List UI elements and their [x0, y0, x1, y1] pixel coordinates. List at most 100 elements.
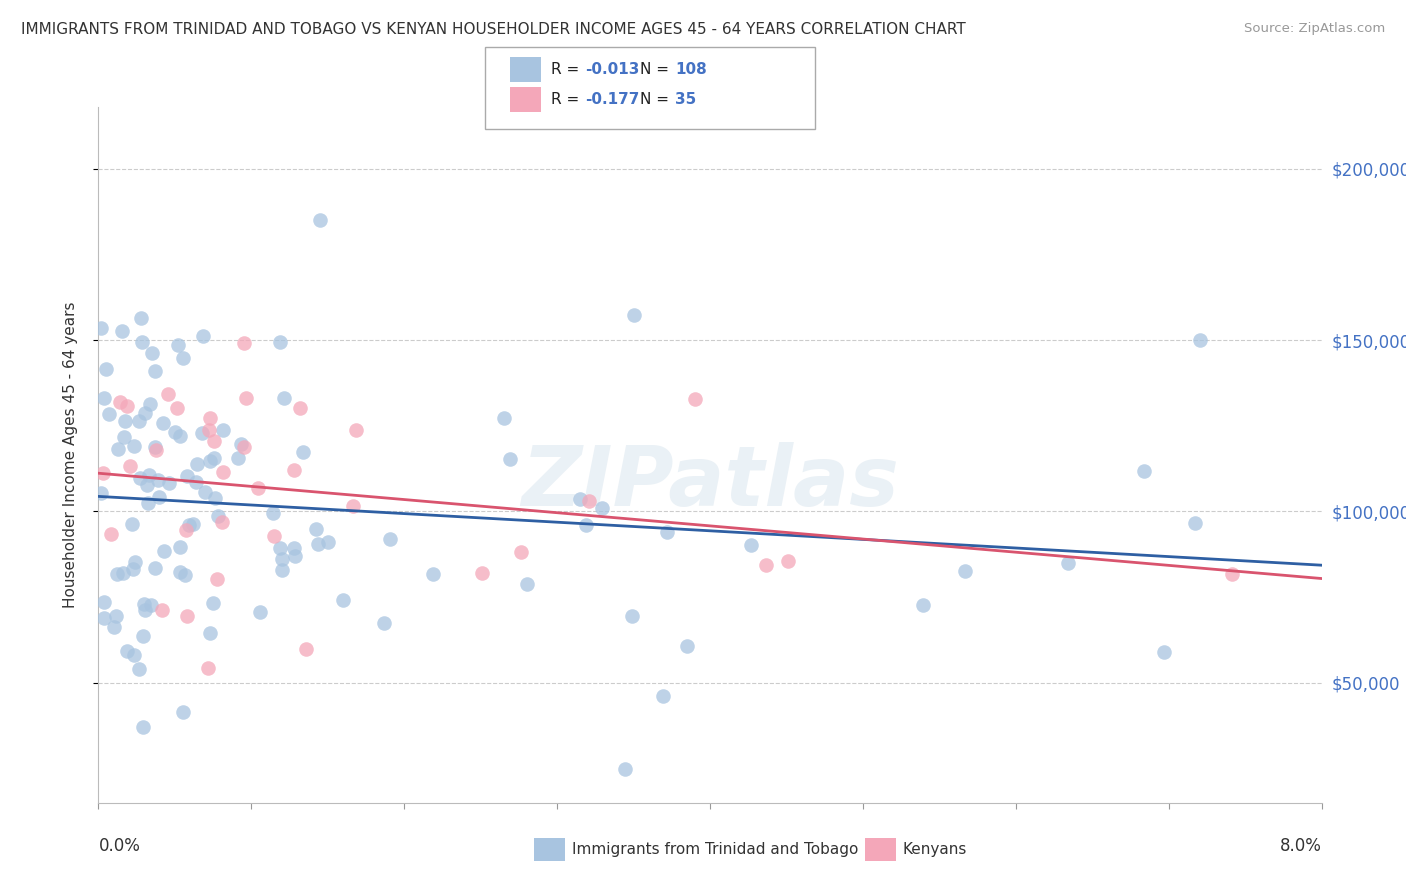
- Point: [172, 351, 194, 365]
- Point: [156, 387, 179, 401]
- Point: [145, 442, 167, 457]
- Point: [138, 467, 160, 482]
- Point: [247, 481, 270, 495]
- Point: [380, 532, 402, 546]
- Point: [212, 423, 235, 437]
- Point: [342, 499, 364, 513]
- Point: [150, 602, 173, 616]
- Point: [110, 394, 132, 409]
- Point: [131, 629, 153, 643]
- Text: N =: N =: [640, 62, 673, 77]
- Point: [1184, 516, 1206, 530]
- Point: [118, 459, 141, 474]
- Point: [655, 524, 678, 539]
- Point: [269, 541, 291, 555]
- Point: [651, 689, 673, 703]
- Point: [233, 440, 256, 454]
- Point: [94, 362, 117, 376]
- Point: [1188, 333, 1211, 347]
- Point: [305, 522, 328, 536]
- Point: [169, 540, 191, 554]
- Point: [1222, 566, 1244, 581]
- Point: [122, 648, 145, 662]
- Point: [131, 334, 153, 349]
- Point: [575, 518, 598, 533]
- Point: [207, 509, 229, 524]
- Point: [128, 662, 150, 676]
- Point: [186, 458, 208, 472]
- Point: [141, 346, 163, 360]
- Point: [1153, 645, 1175, 659]
- Text: Source: ZipAtlas.com: Source: ZipAtlas.com: [1244, 22, 1385, 36]
- Point: [124, 555, 146, 569]
- Point: [776, 554, 799, 568]
- Point: [675, 639, 697, 653]
- Point: [422, 567, 444, 582]
- Point: [683, 392, 706, 407]
- Point: [198, 626, 221, 640]
- Text: R =: R =: [551, 92, 585, 107]
- Text: Immigrants from Trinidad and Tobago: Immigrants from Trinidad and Tobago: [572, 842, 859, 857]
- Y-axis label: Householder Income Ages 45 - 64 years: Householder Income Ages 45 - 64 years: [63, 301, 77, 608]
- Text: R =: R =: [551, 62, 585, 77]
- Point: [134, 603, 156, 617]
- Point: [93, 611, 115, 625]
- Point: [115, 644, 138, 658]
- Point: [270, 552, 292, 566]
- Point: [169, 428, 191, 442]
- Point: [263, 529, 285, 543]
- Point: [578, 493, 600, 508]
- Text: 8.0%: 8.0%: [1279, 837, 1322, 855]
- Point: [122, 562, 145, 576]
- Point: [229, 437, 252, 451]
- Point: [1133, 464, 1156, 478]
- Point: [492, 411, 515, 425]
- Point: [471, 566, 494, 580]
- Text: Kenyans: Kenyans: [903, 842, 967, 857]
- Point: [283, 463, 305, 477]
- Point: [614, 762, 637, 776]
- Point: [93, 391, 115, 405]
- Point: [332, 593, 354, 607]
- Point: [193, 484, 215, 499]
- Point: [176, 468, 198, 483]
- Point: [344, 423, 367, 437]
- Text: IMMIGRANTS FROM TRINIDAD AND TOBAGO VS KENYAN HOUSEHOLDER INCOME AGES 45 - 64 YE: IMMIGRANTS FROM TRINIDAD AND TOBAGO VS K…: [21, 22, 966, 37]
- Text: 0.0%: 0.0%: [98, 837, 141, 855]
- Point: [176, 609, 198, 624]
- Point: [211, 516, 233, 530]
- Point: [271, 564, 294, 578]
- Text: -0.013: -0.013: [585, 62, 640, 77]
- Point: [91, 466, 114, 480]
- Point: [143, 440, 166, 454]
- Point: [621, 609, 644, 624]
- Text: N =: N =: [640, 92, 673, 107]
- Point: [115, 399, 138, 413]
- Point: [146, 473, 169, 487]
- Point: [166, 401, 188, 416]
- Point: [212, 465, 235, 479]
- Point: [136, 496, 159, 510]
- Point: [181, 516, 204, 531]
- Point: [172, 705, 194, 719]
- Point: [623, 308, 645, 322]
- Point: [165, 425, 187, 439]
- Point: [143, 363, 166, 377]
- Point: [135, 478, 157, 492]
- Point: [114, 414, 136, 428]
- Point: [235, 392, 257, 406]
- Point: [179, 517, 201, 532]
- Point: [316, 535, 339, 549]
- Point: [273, 391, 295, 405]
- Point: [516, 577, 538, 591]
- Point: [202, 450, 225, 465]
- Text: ZIPatlas: ZIPatlas: [522, 442, 898, 524]
- Point: [90, 321, 112, 335]
- Point: [292, 445, 315, 459]
- Point: [152, 417, 174, 431]
- Point: [98, 407, 121, 421]
- Point: [167, 338, 190, 352]
- Text: 108: 108: [675, 62, 707, 77]
- Point: [953, 564, 976, 578]
- Point: [141, 598, 163, 612]
